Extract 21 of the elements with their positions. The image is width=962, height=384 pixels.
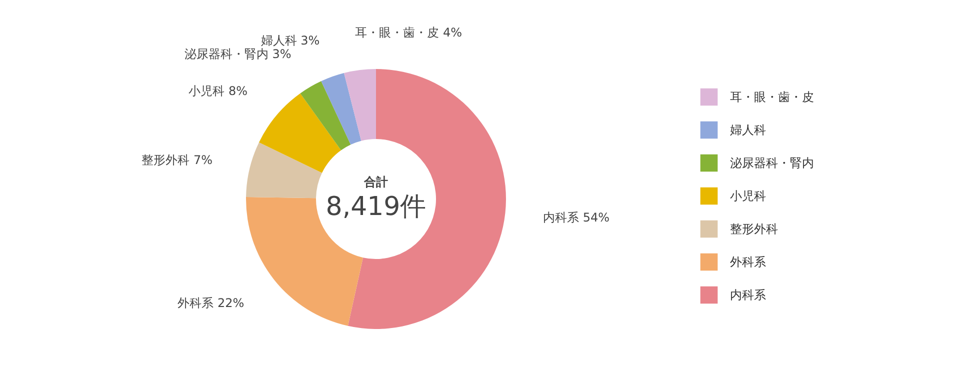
category-label: 婦人科 3% xyxy=(260,34,320,48)
category-label: 外科系 22% xyxy=(178,296,244,310)
legend-label: 耳・眼・歯・皮 xyxy=(730,90,814,104)
category-label: 内科系 54% xyxy=(543,210,610,224)
donut-slice xyxy=(259,93,342,173)
donut-slice xyxy=(246,142,322,198)
donut-slice xyxy=(344,69,376,141)
category-label: 耳・眼・歯・皮 4% xyxy=(355,25,462,40)
legend-label: 外科系 xyxy=(730,255,766,269)
legend-label: 内科系 xyxy=(730,288,766,302)
category-label: 小児科 8% xyxy=(188,84,248,98)
category-label: 整形外科 7% xyxy=(142,153,213,168)
legend-label: 婦人科 xyxy=(730,123,766,137)
text: 8,419件 xyxy=(326,192,426,222)
legend-label: 小児科 xyxy=(730,189,766,203)
legend-label: 整形外科 xyxy=(730,222,778,236)
text: 合計 xyxy=(363,175,388,189)
category-label: 泌尿器科・腎内 3% xyxy=(184,46,292,61)
donut-slice xyxy=(321,73,362,145)
legend-label: 泌尿器科・腎内 xyxy=(730,156,814,170)
donut-slice xyxy=(300,81,351,150)
